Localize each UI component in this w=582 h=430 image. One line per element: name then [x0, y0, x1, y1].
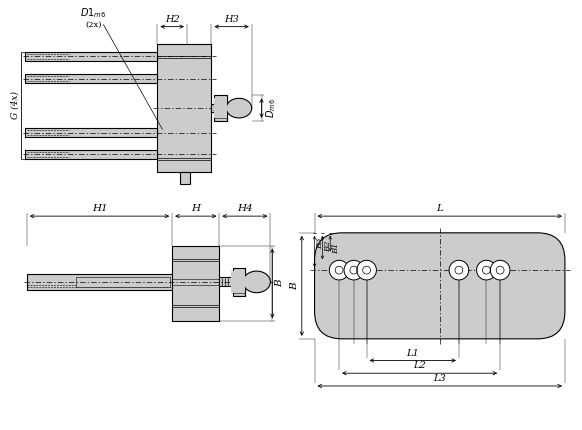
Text: B: B [290, 282, 299, 290]
Bar [158, 44, 211, 172]
Text: L2: L2 [413, 361, 426, 370]
Bar [25, 128, 158, 137]
Bar [180, 172, 190, 184]
Text: B1: B1 [332, 243, 340, 254]
Bar [25, 52, 158, 61]
Bar [233, 268, 245, 296]
Text: H: H [191, 204, 200, 213]
Bar [172, 246, 219, 321]
Bar [231, 271, 245, 293]
Bar [214, 95, 227, 121]
Text: L: L [436, 204, 443, 213]
Text: B3: B3 [317, 238, 325, 249]
Circle shape [449, 260, 469, 280]
Text: H1: H1 [92, 204, 107, 213]
Text: H4: H4 [237, 204, 253, 213]
Bar [27, 274, 180, 290]
Ellipse shape [226, 98, 252, 118]
Circle shape [329, 260, 349, 280]
Circle shape [344, 260, 364, 280]
FancyBboxPatch shape [314, 233, 565, 339]
Circle shape [357, 260, 377, 280]
Bar [25, 150, 158, 159]
Text: G (4x): G (4x) [10, 91, 20, 119]
Text: L3: L3 [434, 374, 446, 383]
Text: H2: H2 [165, 15, 180, 24]
Circle shape [490, 260, 510, 280]
Text: B2: B2 [324, 241, 332, 252]
Text: L1: L1 [406, 348, 419, 357]
Text: H3: H3 [224, 15, 239, 24]
Bar [25, 74, 158, 83]
Text: (2x): (2x) [86, 21, 102, 28]
Bar [219, 277, 233, 286]
Bar [214, 98, 227, 118]
Circle shape [477, 260, 496, 280]
Text: B: B [275, 280, 284, 287]
Text: $D1_{m6}$: $D1_{m6}$ [80, 6, 107, 20]
Text: $D_{m6}$: $D_{m6}$ [264, 98, 278, 118]
Bar [211, 104, 214, 112]
Ellipse shape [243, 271, 271, 293]
Bar [76, 277, 170, 287]
